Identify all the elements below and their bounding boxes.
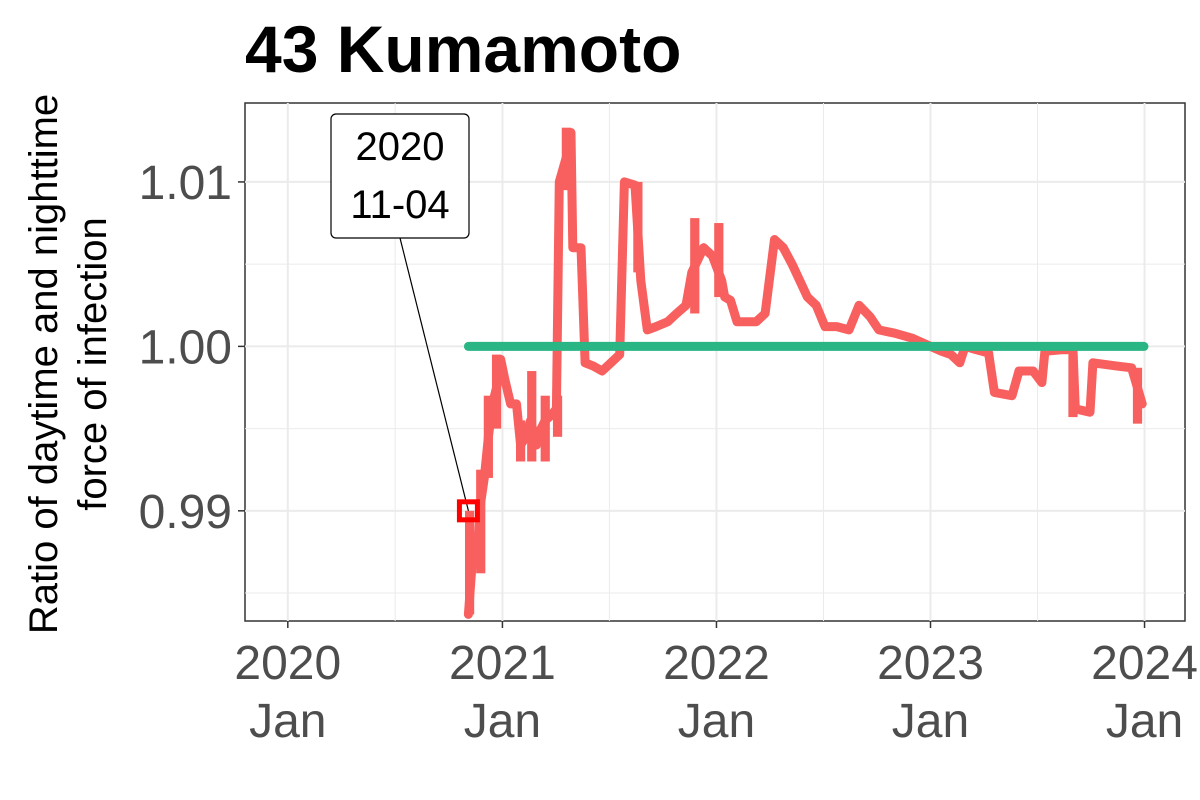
y-axis-label-line-1: Ratio of daytime and nighttime: [22, 94, 66, 634]
y-axis-label: Ratio of daytime and nighttime force of …: [22, 94, 115, 634]
y-tick-label: 1.01: [139, 157, 232, 210]
series-1-band: [552, 395, 563, 437]
grid-lines: [245, 103, 1185, 621]
y-tick-label: 1.00: [139, 321, 232, 374]
date-annotation: 2020 11-04: [330, 113, 480, 523]
series-1-line: [463, 128, 1147, 619]
x-tick-month: Jan: [678, 695, 755, 748]
series-lines: [463, 128, 1149, 619]
chart-title: 43 Kumamoto: [245, 12, 681, 86]
callout-box: [330, 113, 470, 239]
x-tick-month: Jan: [1106, 695, 1183, 748]
x-tick-month: Jan: [464, 695, 541, 748]
x-tick-year: 2021: [449, 637, 556, 690]
x-tick-year: 2023: [877, 637, 984, 690]
y-tick-label: 0.99: [139, 486, 232, 539]
callout-label: 11-04: [350, 183, 449, 227]
callout-marker: [456, 499, 480, 523]
y-axis-ticks: 0.99 1.00 1.01: [139, 157, 245, 539]
callout-leader-line: [399, 237, 470, 511]
x-tick-year: 2020: [234, 637, 341, 690]
x-tick-month: Jan: [892, 695, 969, 748]
x-tick-month: Jan: [249, 695, 326, 748]
series-1-band: [714, 223, 724, 298]
callout-label: 2020: [356, 125, 445, 169]
x-tick-year: 2024: [1091, 637, 1198, 690]
x-tick-year: 2022: [663, 637, 770, 690]
y-axis-label-line-2: force of infection: [71, 217, 115, 511]
